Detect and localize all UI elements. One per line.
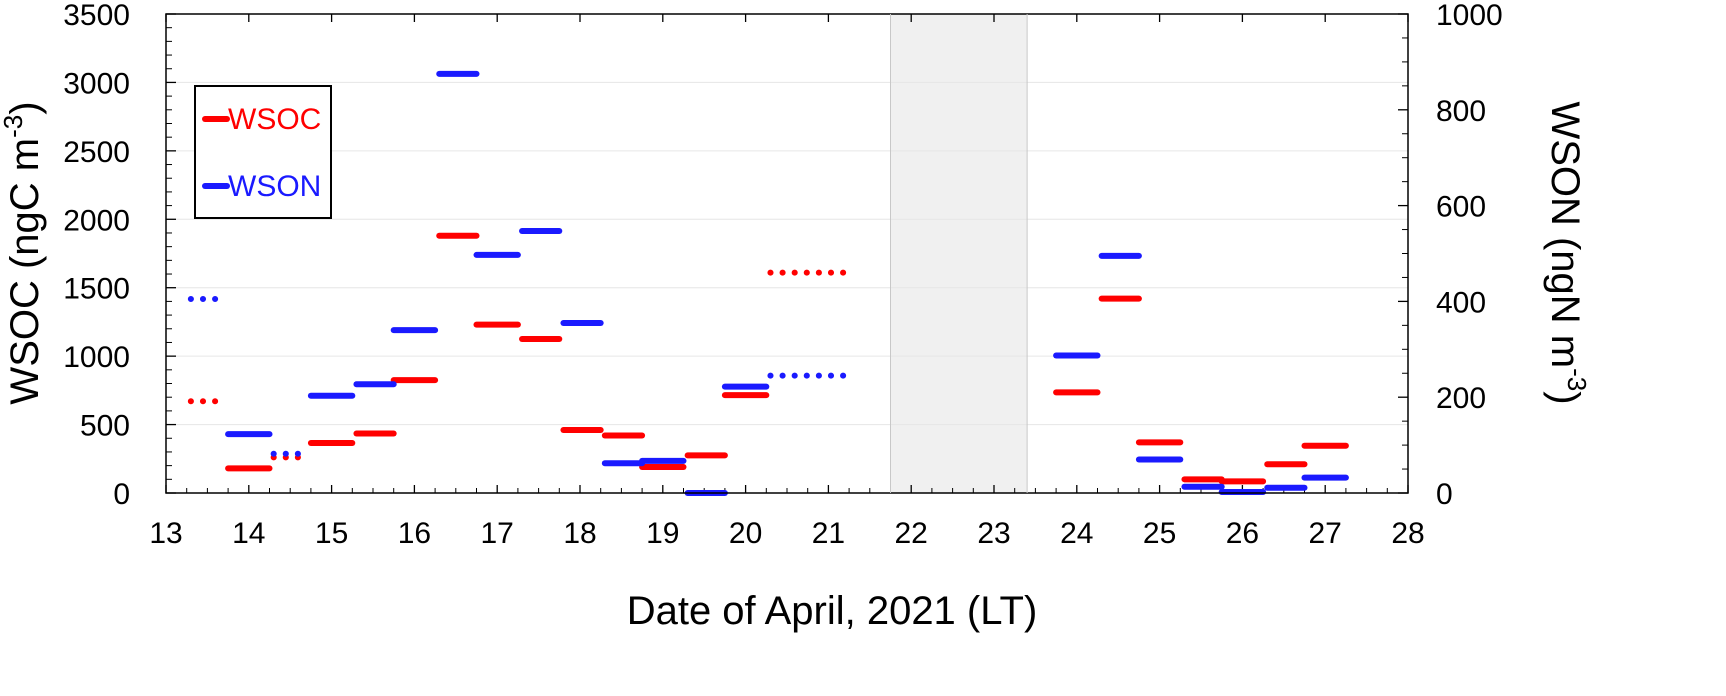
left-tick-labels: 0 500 1000 1500 2000 2500 3000 3500 bbox=[63, 0, 130, 511]
x-tick-label: 18 bbox=[563, 517, 596, 550]
x-tick-label: 20 bbox=[729, 517, 762, 550]
legend: WSOC WSON bbox=[194, 85, 332, 219]
right-tick-labels: 0 200 400 600 800 1000 bbox=[1436, 0, 1503, 511]
right-axis-title-main: WSON (ngN m bbox=[1543, 101, 1587, 368]
left-axis-title-main: WSOC (ngC m bbox=[3, 138, 47, 405]
legend-wsoc-label: WSOC bbox=[228, 103, 321, 136]
x-tick-label: 21 bbox=[812, 517, 845, 550]
right-tick-label: 200 bbox=[1436, 382, 1486, 415]
x-tick-label: 27 bbox=[1309, 517, 1342, 550]
x-tick-label: 17 bbox=[481, 517, 514, 550]
x-tick-labels: 13 14 15 16 17 18 19 20 21 22 23 24 25 26 27 28 bbox=[149, 517, 1424, 550]
left-axis-title: WSOC (ngC m-3) bbox=[0, 101, 47, 404]
x-tick-label: 16 bbox=[398, 517, 431, 550]
left-axis-title-superscript: -3 bbox=[0, 115, 28, 138]
left-tick-label: 1000 bbox=[63, 341, 130, 374]
left-tick-label: 3500 bbox=[63, 0, 130, 32]
right-tick-label: 800 bbox=[1436, 95, 1486, 128]
right-tick-label: 1000 bbox=[1436, 0, 1503, 32]
x-tick-label: 13 bbox=[149, 517, 182, 550]
right-axis-ticks bbox=[1398, 13, 1408, 494]
left-tick-label: 3000 bbox=[63, 67, 130, 100]
right-tick-label: 600 bbox=[1436, 191, 1486, 224]
x-tick-label: 19 bbox=[646, 517, 679, 550]
legend-box bbox=[194, 85, 332, 219]
right-axis-title: WSON (ngN m-3) bbox=[1543, 101, 1592, 404]
x-tick-label: 15 bbox=[315, 517, 348, 550]
x-axis-title: Date of April, 2021 (LT) bbox=[627, 589, 1038, 633]
plot-data bbox=[187, 70, 1349, 496]
right-tick-label: 0 bbox=[1436, 478, 1453, 511]
shaded-period bbox=[890, 14, 1028, 493]
right-axis-title-end: ) bbox=[1543, 391, 1587, 404]
left-tick-label: 2500 bbox=[63, 136, 130, 169]
right-tick-label: 400 bbox=[1436, 286, 1486, 319]
left-axis-title-end: ) bbox=[3, 101, 47, 114]
x-axis-ticks bbox=[165, 14, 1409, 493]
x-tick-label: 22 bbox=[895, 517, 928, 550]
x-tick-label: 25 bbox=[1143, 517, 1176, 550]
x-tick-label: 26 bbox=[1226, 517, 1259, 550]
left-tick-label: 1500 bbox=[63, 273, 130, 306]
left-tick-label: 500 bbox=[80, 410, 130, 443]
x-tick-label: 24 bbox=[1060, 517, 1093, 550]
x-tick-label: 28 bbox=[1391, 517, 1424, 550]
left-tick-label: 0 bbox=[113, 478, 130, 511]
grid bbox=[166, 81, 1408, 426]
legend-wson-label: WSON bbox=[228, 170, 321, 203]
x-tick-label: 23 bbox=[977, 517, 1010, 550]
left-tick-label: 2000 bbox=[63, 204, 130, 237]
left-axis-ticks bbox=[166, 13, 176, 494]
right-axis-title-superscript: -3 bbox=[1562, 368, 1592, 391]
x-tick-label: 14 bbox=[232, 517, 265, 550]
